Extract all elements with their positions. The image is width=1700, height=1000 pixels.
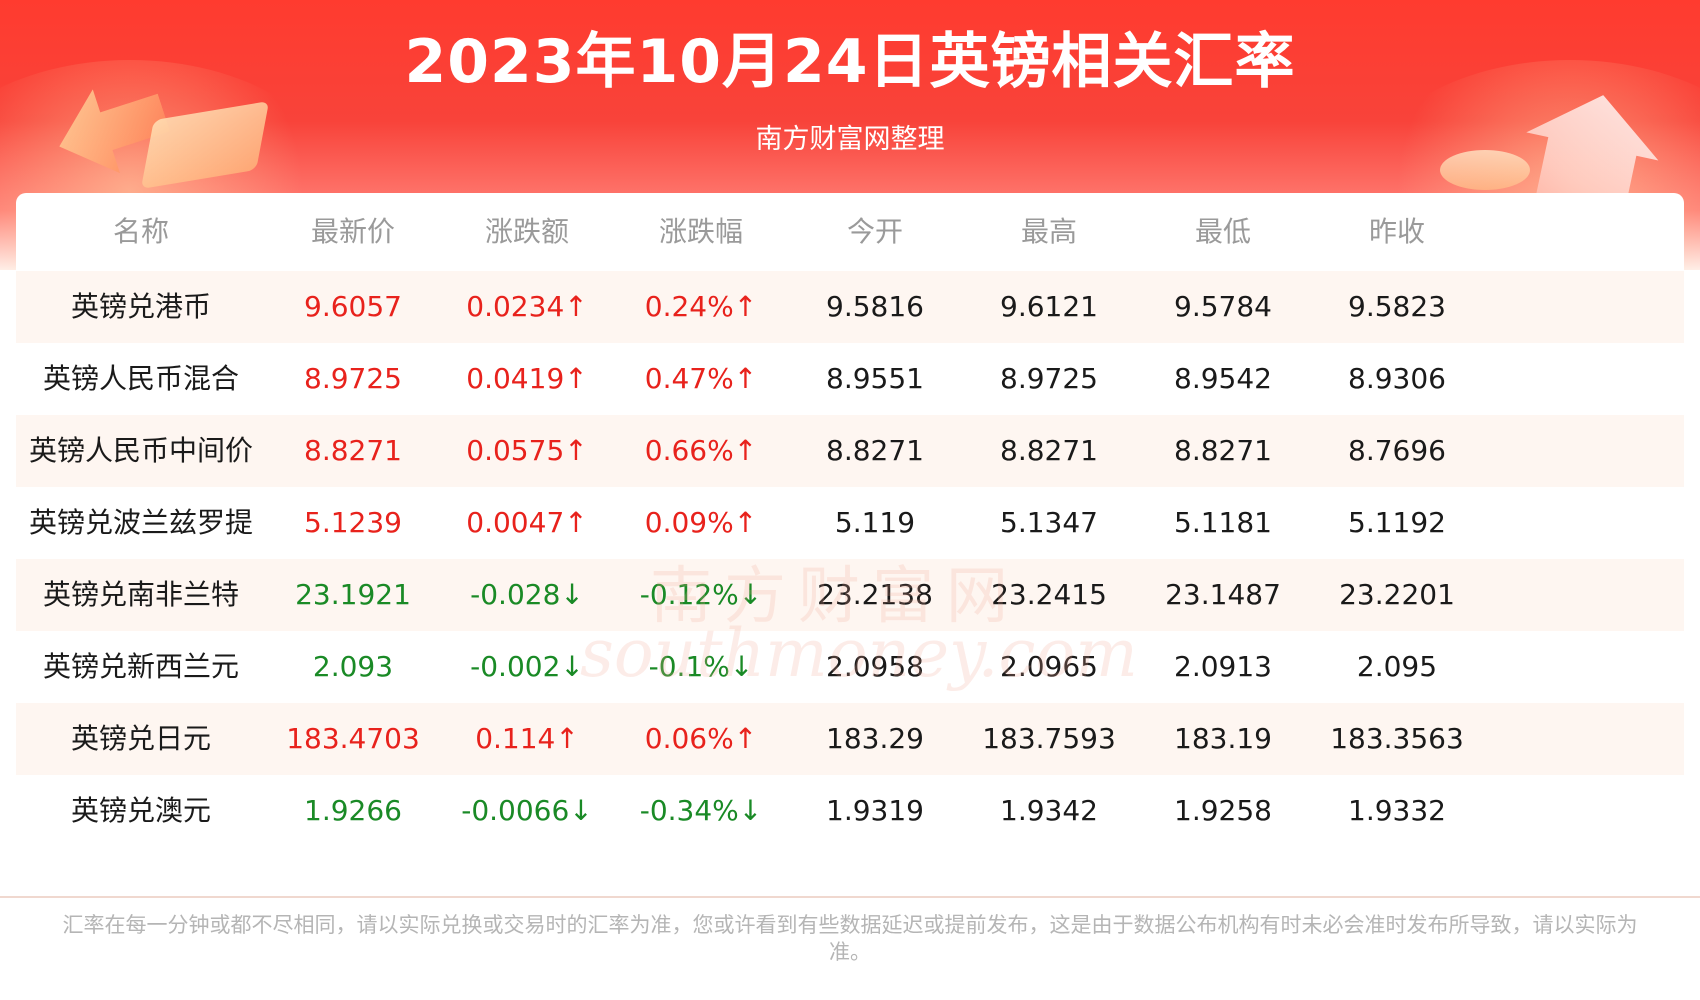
cell-latest: 183.4703 (286, 722, 420, 755)
table-row: 英镑兑波兰兹罗提 5.1239 0.0047↑ 0.09%↑ 5.119 5.1347 5.… (16, 487, 1684, 559)
column-header-name: 名称 (112, 215, 169, 248)
cell-change: -0.0066↓ (461, 794, 593, 827)
cell-high: 8.9725 (1000, 362, 1098, 395)
cell-high: 5.1347 (1000, 506, 1098, 539)
cell-currency-pair: 英镑兑新西兰元 (42, 650, 239, 683)
cell-change-pct: -0.34%↓ (639, 794, 763, 827)
cell-currency-pair: 英镑兑日元 (70, 722, 211, 755)
cell-prev-close: 23.2201 (1339, 578, 1455, 611)
cell-low: 8.8271 (1174, 434, 1272, 467)
cell-prev-close: 8.7696 (1348, 434, 1446, 467)
table-row: 英镑人民币混合 8.9725 0.0419↑ 0.47%↑ 8.9551 8.9725 8.… (16, 343, 1684, 415)
cell-latest: 23.1921 (295, 578, 411, 611)
coin-stack-decoration-icon (1440, 150, 1530, 190)
cell-open: 8.9551 (826, 362, 924, 395)
cell-prev-close: 2.095 (1356, 650, 1438, 683)
column-header-latest: 最新价 (310, 215, 395, 248)
cell-change: 0.114↑ (475, 722, 579, 755)
page-subtitle: 南方财富网整理 (755, 124, 945, 155)
column-header-change-pct: 涨跌幅 (658, 215, 743, 248)
cell-prev-close: 5.1192 (1348, 506, 1446, 539)
footer-divider (0, 896, 1700, 898)
cell-currency-pair: 英镑兑波兰兹罗提 (28, 506, 253, 539)
table-row: 英镑兑日元 183.4703 0.114↑ 0.06%↑ 183.29 183.7593 1… (16, 703, 1684, 775)
cell-currency-pair: 英镑兑澳元 (70, 794, 211, 827)
column-header-high: 最高 (1020, 215, 1077, 248)
cell-low: 183.19 (1174, 722, 1272, 755)
cell-open: 5.119 (834, 506, 916, 539)
cell-open: 183.29 (826, 722, 924, 755)
cell-latest: 8.9725 (304, 362, 402, 395)
cell-high: 183.7593 (982, 722, 1116, 755)
page-title: 2023年10月24日英镑相关汇率 (404, 27, 1296, 97)
cell-change-pct: 0.47%↑ (644, 362, 758, 395)
cell-latest: 5.1239 (304, 506, 402, 539)
cell-open: 8.8271 (826, 434, 924, 467)
cell-open: 2.0958 (826, 650, 924, 683)
cell-change: 0.0234↑ (466, 290, 588, 323)
table-row: 英镑兑新西兰元 2.093 -0.002↓ -0.1%↓ 2.0958 2.0965 2.0… (16, 631, 1684, 703)
cell-high: 2.0965 (1000, 650, 1098, 683)
cell-latest: 2.093 (312, 650, 394, 683)
table-row: 英镑兑港币 9.6057 0.0234↑ 0.24%↑ 9.5816 9.6121 9.57… (16, 271, 1684, 343)
column-header-prev-close: 昨收 (1368, 215, 1425, 248)
cell-currency-pair: 英镑人民币混合 (42, 362, 239, 395)
table-row: 英镑兑澳元 1.9266 -0.0066↓ -0.34%↓ 1.9319 1.9342 1.… (16, 775, 1684, 847)
cell-prev-close: 9.5823 (1348, 290, 1446, 323)
cell-high: 9.6121 (1000, 290, 1098, 323)
cell-currency-pair: 英镑兑港币 (70, 290, 211, 323)
table-row: 英镑人民币中间价 8.8271 0.0575↑ 0.66%↑ 8.8271 8.8271 8… (16, 415, 1684, 487)
cell-low: 8.9542 (1174, 362, 1272, 395)
cell-change-pct: 0.66%↑ (644, 434, 758, 467)
cell-low: 1.9258 (1174, 794, 1272, 827)
cell-latest: 9.6057 (304, 290, 402, 323)
disclaimer-text: 汇率在每一分钟或都不尽相同，请以实际兑换或交易时的汇率为准，您或许看到有些数据延… (62, 913, 1638, 964)
cell-change: -0.028↓ (470, 578, 584, 611)
cell-currency-pair: 英镑兑南非兰特 (42, 578, 239, 611)
cell-change-pct: -0.1%↓ (648, 650, 754, 683)
cell-change-pct: -0.12%↓ (639, 578, 763, 611)
cell-prev-close: 8.9306 (1348, 362, 1446, 395)
cell-low: 23.1487 (1165, 578, 1281, 611)
cell-change: 0.0419↑ (466, 362, 588, 395)
cell-change: 0.0047↑ (466, 506, 588, 539)
cell-high: 23.2415 (991, 578, 1107, 611)
cell-change-pct: 0.24%↑ (644, 290, 758, 323)
column-header-open: 今开 (846, 215, 903, 248)
cell-latest: 1.9266 (304, 794, 402, 827)
column-header-low: 最低 (1194, 215, 1251, 248)
table-header-row: 名称 最新价 涨跌额 涨跌幅 今开 最高 最低 昨收 (16, 193, 1684, 271)
cell-high: 1.9342 (1000, 794, 1098, 827)
cell-change-pct: 0.09%↑ (644, 506, 758, 539)
rate-table: 名称 最新价 涨跌额 涨跌幅 今开 最高 最低 昨收 英镑兑港币 9.6057 0.… (16, 193, 1684, 898)
column-header-change: 涨跌额 (484, 215, 569, 248)
cell-change-pct: 0.06%↑ (644, 722, 758, 755)
cell-open: 9.5816 (826, 290, 924, 323)
cell-open: 23.2138 (817, 578, 933, 611)
cell-low: 2.0913 (1174, 650, 1272, 683)
cell-high: 8.8271 (1000, 434, 1098, 467)
cell-change: 0.0575↑ (466, 434, 588, 467)
cell-currency-pair: 英镑人民币中间价 (28, 434, 253, 467)
cell-latest: 8.8271 (304, 434, 402, 467)
cell-low: 5.1181 (1174, 506, 1272, 539)
cell-prev-close: 183.3563 (1330, 722, 1464, 755)
cell-open: 1.9319 (826, 794, 924, 827)
cell-low: 9.5784 (1174, 290, 1272, 323)
cell-change: -0.002↓ (470, 650, 584, 683)
table-row: 英镑兑南非兰特 23.1921 -0.028↓ -0.12%↓ 23.2138 23.24… (16, 559, 1684, 631)
cell-prev-close: 1.9332 (1348, 794, 1446, 827)
